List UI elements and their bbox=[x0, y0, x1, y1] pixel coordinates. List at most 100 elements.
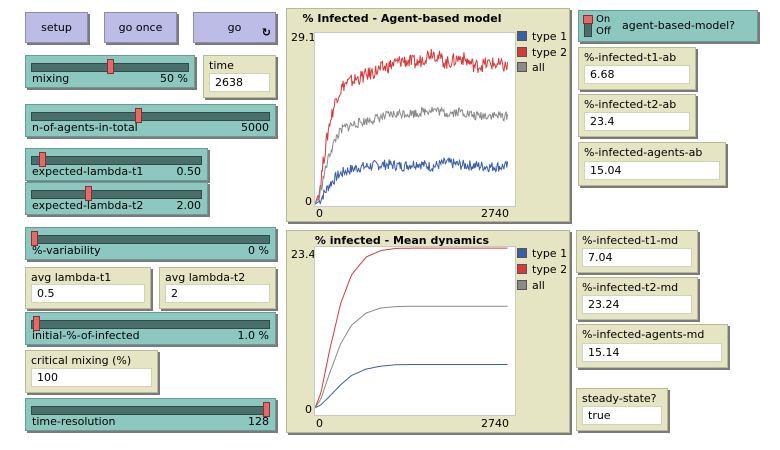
monitor-label: avg lambda-t2 bbox=[165, 271, 246, 284]
infected-t2-md-monitor: %-infected-t2-md 23.24 bbox=[576, 277, 698, 320]
switch-on-label: On bbox=[596, 14, 611, 25]
time-monitor: time 2638 bbox=[203, 55, 276, 98]
monitor-value: 15.04 bbox=[584, 161, 720, 180]
monitor-label: avg lambda-t1 bbox=[31, 271, 112, 284]
monitor-label: %-infected-agents-md bbox=[582, 328, 705, 341]
slider-handle[interactable] bbox=[39, 152, 47, 167]
monitor-label: %-infected-t2-ab bbox=[584, 98, 677, 111]
avg-lambda-t1-monitor: avg lambda-t1 0.5 bbox=[25, 267, 151, 309]
monitor-value: 100 bbox=[31, 368, 152, 387]
agent-based-plot: % Infected - Agent-based model 29.1 0 0 … bbox=[286, 8, 570, 222]
slider-label: initial-%-of-infected bbox=[32, 329, 140, 342]
slider-label: n-of-agents-in-total bbox=[32, 121, 138, 134]
n-of-agents-slider[interactable]: n-of-agents-in-total 5000 bbox=[25, 104, 276, 137]
slider-label: time-resolution bbox=[32, 415, 116, 428]
agent-based-model-switch[interactable]: On Off agent-based-model? bbox=[578, 10, 758, 42]
slider-track[interactable] bbox=[31, 112, 270, 121]
legend-label: type 2 bbox=[532, 45, 568, 59]
plot-title: % Infected - Agent-based model bbox=[302, 12, 502, 25]
slider-value: 0.50 bbox=[176, 165, 202, 178]
x-min-tick: 0 bbox=[316, 207, 323, 220]
initial-infected-slider[interactable]: initial-%-of-infected 1.0 % bbox=[25, 312, 276, 345]
legend-label: all bbox=[532, 60, 545, 74]
legend-item: all bbox=[517, 278, 545, 292]
legend-item: type 2 bbox=[517, 262, 567, 276]
infected-t1-ab-monitor: %-infected-t1-ab 6.68 bbox=[578, 47, 696, 90]
switch-handle[interactable] bbox=[583, 15, 593, 24]
infected-agents-md-monitor: %-infected-agents-md 15.14 bbox=[576, 324, 728, 368]
infected-t2-ab-monitor: %-infected-t2-ab 23.4 bbox=[578, 94, 696, 137]
x-max-tick: 2740 bbox=[481, 417, 509, 430]
variability-slider[interactable]: %-variability 0 % bbox=[25, 227, 276, 260]
monitor-value: 2 bbox=[165, 284, 270, 303]
expected-lambda-t2-slider[interactable]: expected-lambda-t2 2.00 bbox=[25, 182, 208, 215]
slider-value: 0 % bbox=[248, 244, 269, 257]
slider-handle[interactable] bbox=[85, 186, 93, 201]
monitor-value: 23.4 bbox=[584, 112, 690, 131]
series-line-type-1 bbox=[315, 364, 508, 409]
legend-label: type 2 bbox=[532, 262, 568, 276]
series-line-all bbox=[315, 106, 509, 205]
y-min-tick: 0 bbox=[305, 403, 312, 416]
legend-swatch bbox=[517, 62, 527, 72]
monitor-value: 7.04 bbox=[582, 248, 692, 267]
slider-track[interactable] bbox=[31, 320, 270, 329]
y-min-tick: 0 bbox=[305, 195, 312, 208]
slider-handle[interactable] bbox=[135, 108, 143, 123]
series-line-type-2 bbox=[315, 48, 509, 205]
slider-handle[interactable] bbox=[33, 316, 41, 331]
setup-button[interactable]: setup bbox=[25, 12, 88, 43]
legend-swatch bbox=[517, 47, 527, 57]
slider-handle[interactable] bbox=[31, 231, 38, 246]
switch-off-label: Off bbox=[596, 26, 611, 37]
monitor-label: %-infected-agents-ab bbox=[584, 146, 703, 159]
mean-dynamics-plot: % infected - Mean dynamics 23.4 0 0 2740… bbox=[286, 230, 570, 433]
monitor-label: critical mixing (%) bbox=[31, 354, 132, 367]
monitor-label: steady-state? bbox=[582, 392, 657, 405]
slider-value: 128 bbox=[248, 415, 269, 428]
plot-canvas bbox=[314, 32, 516, 207]
monitor-value: 23.24 bbox=[582, 295, 692, 314]
legend-item: type 2 bbox=[517, 45, 567, 59]
slider-value: 1.0 % bbox=[237, 329, 269, 342]
mixing-slider[interactable]: mixing 50 % bbox=[25, 55, 195, 88]
legend-item: all bbox=[517, 60, 545, 74]
legend-label: type 1 bbox=[532, 29, 568, 43]
x-max-tick: 2740 bbox=[481, 207, 509, 220]
monitor-label: %-infected-t1-ab bbox=[584, 51, 677, 64]
legend-item: type 1 bbox=[517, 246, 567, 260]
monitor-value: 15.14 bbox=[582, 343, 722, 362]
monitor-value: 2638 bbox=[209, 73, 270, 92]
avg-lambda-t2-monitor: avg lambda-t2 2 bbox=[159, 267, 276, 309]
time-resolution-slider[interactable]: time-resolution 128 bbox=[25, 398, 276, 431]
switch-label: agent-based-model? bbox=[622, 19, 736, 32]
go-once-button[interactable]: go once bbox=[104, 12, 177, 43]
slider-label: expected-lambda-t1 bbox=[32, 165, 144, 178]
slider-track[interactable] bbox=[31, 190, 202, 199]
y-max-tick: 29.1 bbox=[291, 31, 316, 44]
y-max-tick: 23.4 bbox=[291, 248, 316, 261]
slider-track[interactable] bbox=[31, 235, 270, 244]
critical-mixing-monitor: critical mixing (%) 100 bbox=[25, 350, 158, 393]
monitor-label: time bbox=[209, 59, 234, 72]
plot-canvas bbox=[314, 246, 516, 416]
plot-title: % infected - Mean dynamics bbox=[314, 234, 490, 247]
expected-lambda-t1-slider[interactable]: expected-lambda-t1 0.50 bbox=[25, 148, 208, 181]
go-button[interactable]: go ↻ bbox=[193, 12, 276, 43]
go-button-label: go bbox=[227, 21, 242, 34]
legend-swatch bbox=[517, 248, 527, 258]
monitor-value: 6.68 bbox=[584, 65, 690, 84]
monitor-value: true bbox=[582, 406, 662, 425]
slider-label: %-variability bbox=[32, 244, 101, 257]
setup-button-label: setup bbox=[41, 21, 72, 34]
monitor-value: 0.5 bbox=[31, 284, 145, 303]
legend-swatch bbox=[517, 264, 527, 274]
slider-label: mixing bbox=[32, 72, 70, 85]
legend-swatch bbox=[517, 280, 527, 290]
legend-swatch bbox=[517, 31, 527, 41]
slider-track[interactable] bbox=[31, 156, 202, 165]
plot-svg bbox=[315, 48, 509, 205]
slider-handle[interactable] bbox=[106, 59, 114, 74]
slider-handle[interactable] bbox=[263, 402, 270, 417]
slider-track[interactable] bbox=[31, 406, 270, 415]
